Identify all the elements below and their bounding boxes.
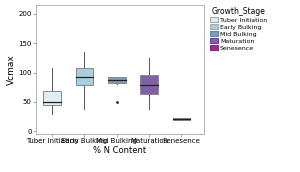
Bar: [76, 68, 93, 85]
Legend: Tuber Initiation, Early Bulking, Mid Bulking, Maturation, Senesence: Tuber Initiation, Early Bulking, Mid Bul…: [209, 6, 268, 52]
Bar: [140, 75, 158, 94]
Y-axis label: Vcmax: Vcmax: [7, 54, 16, 85]
Bar: [172, 118, 190, 120]
Bar: [43, 91, 61, 105]
Bar: [108, 77, 126, 83]
X-axis label: % N Content: % N Content: [93, 146, 147, 155]
